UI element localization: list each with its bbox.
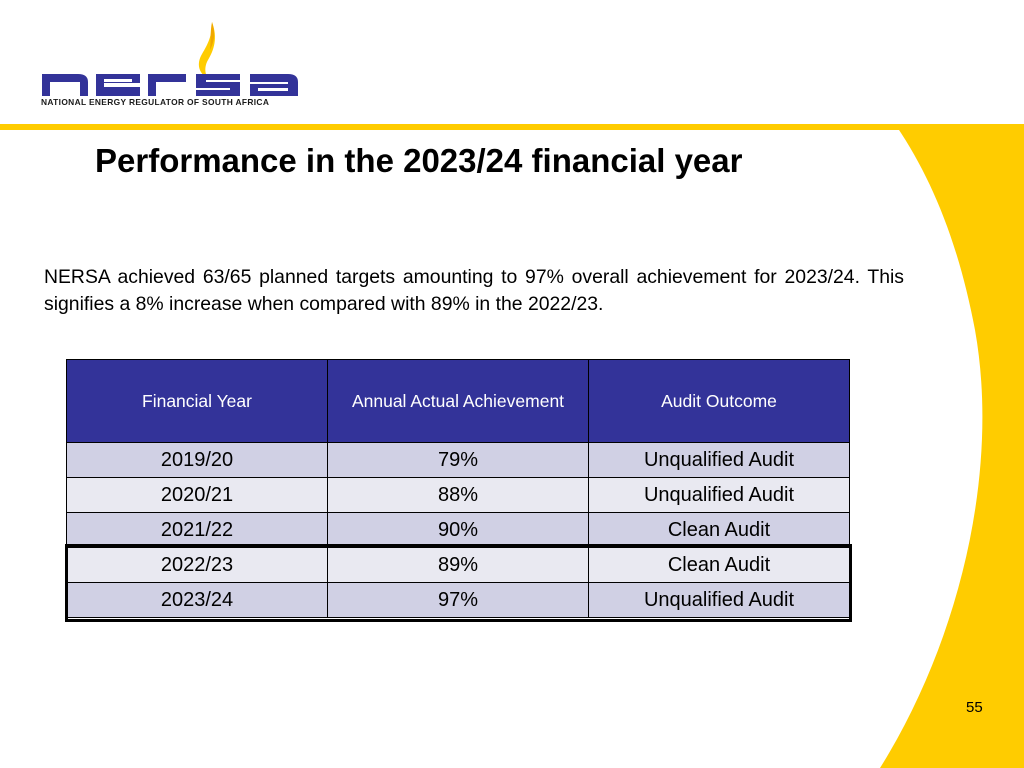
page-number: 55 [966,699,983,716]
cell-year: 2019/20 [66,442,328,478]
cell-audit: Unqualified Audit [588,442,850,478]
table-row: 2022/23 89% Clean Audit [66,547,850,583]
nersa-wordmark [42,74,298,96]
table-row: 2023/24 97% Unqualified Audit [66,582,850,618]
cell-audit: Unqualified Audit [588,477,850,513]
table-row: 2021/22 90% Clean Audit [66,512,850,548]
cell-year: 2020/21 [66,477,328,513]
flame-icon [198,22,215,78]
cell-audit: Clean Audit [588,512,850,548]
table-header-row: Financial Year Annual Actual Achievement… [66,359,850,443]
intro-paragraph: NERSA achieved 63/65 planned targets amo… [44,266,904,315]
logo-tagline: NATIONAL ENERGY REGULATOR OF SOUTH AFRIC… [41,97,270,107]
table-row: 2019/20 79% Unqualified Audit [66,442,850,478]
cell-audit: Clean Audit [588,547,850,583]
table-row: 2020/21 88% Unqualified Audit [66,477,850,513]
header-audit-outcome: Audit Outcome [588,359,850,443]
cell-year: 2022/23 [66,547,328,583]
cell-achievement: 89% [327,547,589,583]
cell-achievement: 88% [327,477,589,513]
cell-achievement: 97% [327,582,589,618]
cell-year: 2023/24 [66,582,328,618]
cell-achievement: 79% [327,442,589,478]
cell-achievement: 90% [327,512,589,548]
performance-table: Financial Year Annual Actual Achievement… [66,359,850,618]
slide-title: Performance in the 2023/24 financial yea… [95,142,743,179]
cell-year: 2021/22 [66,512,328,548]
header-annual-achievement: Annual Actual Achievement [327,359,589,443]
header-financial-year: Financial Year [66,359,328,443]
nersa-logo: NATIONAL ENERGY REGULATOR OF SOUTH AFRIC… [40,18,302,110]
cell-audit: Unqualified Audit [588,582,850,618]
